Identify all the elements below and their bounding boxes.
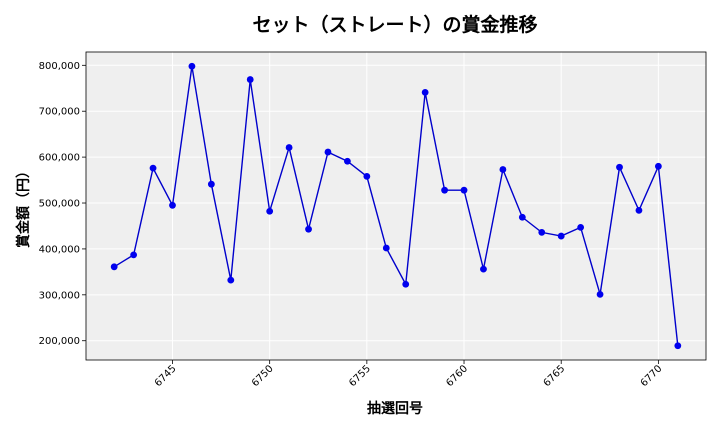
chart-title: セット（ストレート）の賞金推移 xyxy=(252,13,537,36)
data-point xyxy=(382,244,390,252)
data-point xyxy=(596,290,604,298)
data-point xyxy=(324,148,332,156)
data-point xyxy=(188,62,196,70)
data-point xyxy=(130,251,138,259)
y-tick-label: 700,000 xyxy=(39,107,80,118)
data-point xyxy=(110,263,118,271)
y-tick-label: 300,000 xyxy=(39,290,80,301)
data-point xyxy=(207,180,215,188)
data-point xyxy=(285,144,293,151)
data-point xyxy=(460,186,468,194)
y-axis-label: 賞金額（円） xyxy=(15,164,32,248)
data-point xyxy=(363,172,371,180)
data-point xyxy=(149,164,157,172)
data-point xyxy=(305,225,312,233)
data-point xyxy=(616,163,623,171)
data-point xyxy=(674,342,682,350)
data-point xyxy=(480,265,487,273)
x-axis-label: 抽選回号 xyxy=(367,400,423,417)
data-point xyxy=(635,206,643,214)
data-point xyxy=(499,166,507,173)
y-tick-label: 800,000 xyxy=(39,61,80,72)
data-point xyxy=(577,223,585,231)
plot-area xyxy=(86,52,706,360)
y-axis-ticks: 200,000 300,000 400,000 500,000 600,000 700,0… xyxy=(39,61,86,347)
y-tick-label: 600,000 xyxy=(39,153,80,164)
data-point xyxy=(246,76,254,83)
data-point xyxy=(266,207,274,215)
y-tick-label: 400,000 xyxy=(39,244,80,255)
data-point xyxy=(227,276,235,284)
data-point xyxy=(421,88,429,96)
data-point xyxy=(344,157,351,165)
data-point xyxy=(538,228,546,236)
data-point xyxy=(402,280,410,288)
plot-frame xyxy=(85,51,707,361)
y-tick-label: 500,000 xyxy=(39,199,80,210)
data-point xyxy=(557,232,565,240)
data-point xyxy=(441,186,448,194)
series-line xyxy=(113,66,679,346)
data-point xyxy=(654,162,662,170)
data-point xyxy=(518,213,526,221)
y-tick-label: 200,000 xyxy=(39,336,80,347)
data-point xyxy=(169,201,176,209)
data-series xyxy=(110,62,682,350)
